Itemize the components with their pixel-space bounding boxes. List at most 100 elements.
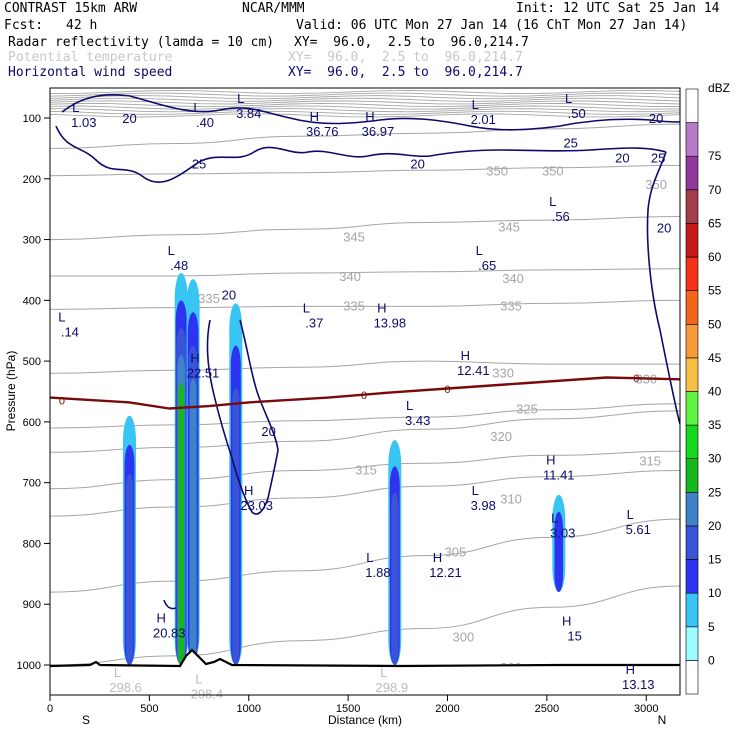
colorbar-label: 0	[708, 653, 715, 667]
freezing-label: 0	[633, 373, 639, 385]
theta-label: 335	[500, 298, 522, 313]
extremum-kind: H	[244, 483, 253, 498]
colorbar-swatch	[685, 189, 699, 224]
extremum-value: 298.4	[191, 686, 224, 701]
extremum-kind: L	[627, 507, 634, 522]
colorbar-label: 40	[708, 385, 722, 399]
extremum-value: 23.03	[240, 498, 273, 513]
extremum-kind: L	[237, 91, 244, 106]
extremum-value: 3.43	[405, 413, 430, 428]
fcst-label: Fcst:	[4, 18, 44, 33]
extremum-value: .56	[552, 209, 570, 224]
extremum-value: 22.51	[187, 365, 220, 380]
extremum-kind: H	[461, 348, 470, 363]
theta-contours: 3003003053103153153203253303303353353353…	[50, 89, 680, 675]
fcst-value: 42 h	[66, 18, 98, 33]
x-tick-label: 2000	[435, 703, 459, 715]
y-tick-label: 400	[23, 295, 41, 307]
wind-label: 20	[657, 220, 671, 235]
freezing-label: 0	[444, 384, 450, 396]
colorbar-swatch	[685, 525, 699, 560]
field-name-reflectivity: Radar reflectivity (lamda = 10 cm)	[8, 35, 275, 50]
theta-contour-upper	[50, 102, 680, 108]
wind-label: 20	[410, 157, 424, 172]
extremum-value: 15	[567, 629, 581, 644]
colorbar-label: 10	[708, 586, 722, 600]
theta-contour-upper	[50, 97, 680, 102]
north-label: N	[658, 713, 667, 727]
wind-label: 25	[192, 157, 206, 172]
freezing-label: 0	[361, 390, 367, 402]
extremum-kind: L	[193, 100, 200, 115]
x-tick-label: 2500	[535, 703, 559, 715]
extremum-kind: L	[195, 671, 202, 686]
colorbar-swatch	[685, 357, 699, 392]
extremum-value: 13.13	[622, 677, 655, 692]
colorbar-swatch	[685, 559, 699, 594]
wind-label: 20	[261, 424, 275, 439]
colorbar-label: 15	[708, 553, 722, 567]
x-tick-label: 1000	[236, 703, 260, 715]
colorbar-swatch	[685, 424, 699, 460]
theta-label: 345	[498, 219, 520, 234]
colorbar-label: 55	[708, 284, 722, 298]
extremum-kind: L	[380, 665, 387, 680]
colorbar-label: 35	[708, 418, 722, 432]
extremum-kind: H	[365, 109, 374, 124]
colorbar-label: 5	[708, 620, 715, 634]
colorbar-swatch	[685, 122, 699, 157]
field-xy-reflectivity: XY= 96.0, 2.5 to 96.0,214.7	[294, 35, 529, 50]
y-tick-label: 300	[23, 235, 41, 247]
theta-contour-330	[50, 360, 680, 374]
extremum-kind: H	[190, 350, 199, 365]
theta-contour-315	[50, 450, 680, 490]
colorbar-swatch	[685, 290, 699, 325]
freezing-level: 0 0 0 0	[50, 373, 680, 410]
wind-label: 25	[563, 135, 577, 150]
extremum-kind: L	[168, 243, 175, 258]
theta-label: 350	[542, 163, 564, 178]
extremum-kind: L	[472, 483, 479, 498]
field-name-theta: Potential temperature	[8, 50, 173, 65]
colorbar-swatch	[685, 391, 699, 426]
theta-contour-upper	[50, 89, 680, 95]
x-tick-label: 500	[140, 703, 158, 715]
theta-contour-upper	[50, 108, 680, 113]
extremum-value: 12.21	[429, 565, 462, 580]
extremum-kind: H	[546, 453, 555, 468]
extremum-kind: L	[472, 97, 479, 112]
extremum-value: 1.88	[365, 565, 390, 580]
theta-contour-320	[50, 410, 680, 453]
theta-label: 350	[645, 177, 667, 192]
y-axis-label: Pressure (hPa)	[4, 351, 18, 432]
extremum-kind: L	[366, 550, 373, 565]
valid-time: Valid: 06 UTC Mon 27 Jan 14 (16 ChT Mon …	[296, 18, 688, 33]
extremum-kind: L	[476, 243, 483, 258]
extremum-kind: H	[157, 611, 166, 626]
reflectivity-cell	[126, 474, 133, 665]
wind-label: 20	[222, 287, 236, 302]
colorbar-swatch	[685, 256, 699, 292]
theta-label: 350	[486, 163, 508, 178]
plot-background	[50, 88, 680, 695]
extremum-kind: L	[549, 194, 556, 209]
reflectivity-cell	[391, 492, 399, 665]
reflectivity-cell	[178, 382, 185, 665]
terrain	[50, 648, 680, 695]
theta-label: 315	[355, 463, 377, 478]
y-tick-label: 700	[23, 478, 41, 490]
theta-contour-310	[50, 470, 680, 517]
extremum-kind: L	[58, 310, 65, 325]
extremum-value: 3.84	[236, 106, 261, 121]
colorbar-swatch	[685, 458, 699, 493]
theta-label: 300	[453, 630, 475, 645]
y-tick-label: 1000	[17, 660, 41, 672]
y-tick-label: 500	[23, 356, 41, 368]
init-time: Init: 12 UTC Sat 25 Jan 14	[516, 1, 720, 16]
extremum-kind: L	[114, 665, 121, 680]
extremum-value: .40	[196, 115, 214, 130]
field-xy-theta: XY= 96.0, 2.5 to 96.0,214.7	[288, 50, 523, 65]
extremum-value: 12.41	[457, 363, 490, 378]
extremum-value: 11.41	[543, 468, 575, 483]
